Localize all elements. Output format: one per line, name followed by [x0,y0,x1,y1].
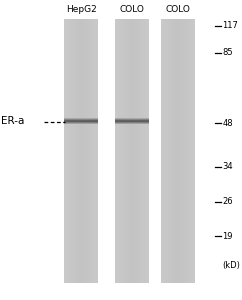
Text: ER-a: ER-a [1,116,25,127]
Text: 117: 117 [222,21,238,30]
Text: 26: 26 [222,197,233,206]
Text: 85: 85 [222,48,233,57]
Text: COLO: COLO [166,5,190,14]
Text: COLO: COLO [120,5,144,14]
Text: (kD): (kD) [222,261,240,270]
Text: 48: 48 [222,118,233,127]
Text: 19: 19 [222,232,233,241]
Text: 34: 34 [222,162,233,171]
Text: HepG2: HepG2 [66,5,97,14]
